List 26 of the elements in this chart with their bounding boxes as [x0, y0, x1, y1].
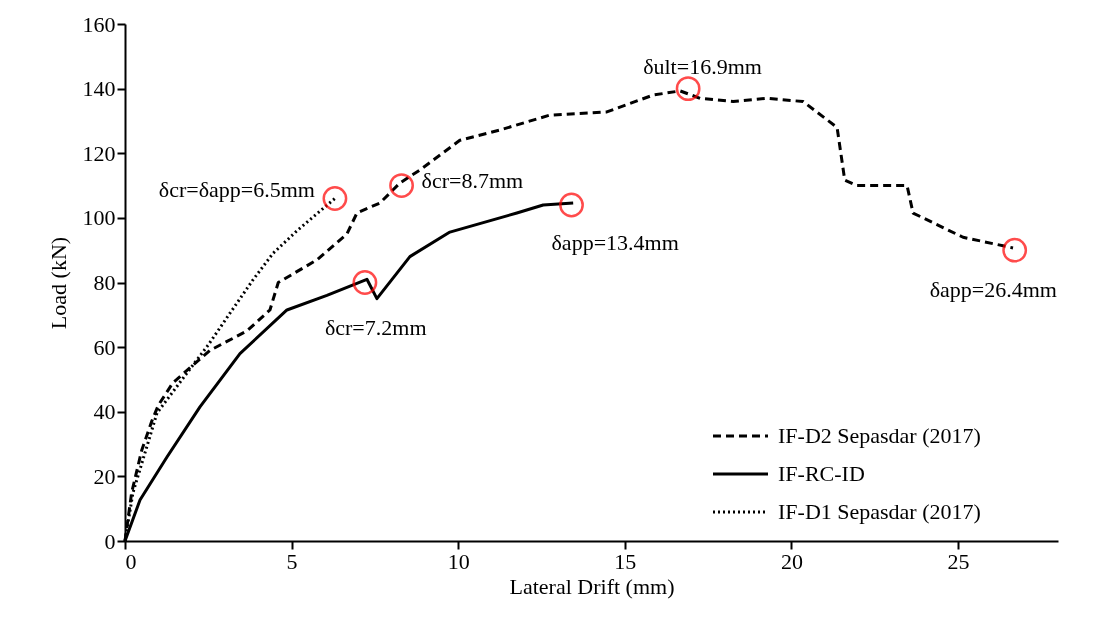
annotation: δapp=26.4mm — [929, 277, 1057, 303]
x-tick-label: 10 — [447, 548, 470, 574]
annotation: δapp=13.4mm — [551, 229, 679, 255]
x-tick-label: 15 — [614, 548, 637, 574]
y-tick-label: 100 — [82, 205, 116, 231]
annotation: δcr=δapp=6.5mm — [158, 177, 315, 203]
y-axis-title: Load (kN) — [45, 236, 71, 330]
y-tick-label: 0 — [104, 528, 116, 554]
x-tick-label: 0 — [125, 548, 137, 574]
y-tick-label: 140 — [82, 76, 116, 102]
x-tick-label: 5 — [286, 548, 298, 574]
annotation: δcr=8.7mm — [421, 167, 524, 193]
y-tick-label: 160 — [82, 11, 116, 37]
y-tick-label: 80 — [93, 270, 116, 295]
x-axis-title: Lateral Drift (mm) — [509, 573, 675, 599]
annotation: δcr=7.2mm — [324, 314, 427, 340]
annotation: δult=16.9mm — [643, 53, 762, 79]
y-tick-label: 60 — [93, 334, 116, 360]
legend-label: IF-D1 Sepasdar (2017) — [778, 499, 981, 524]
legend-label: IF-D2 Sepasdar (2017) — [778, 423, 981, 448]
legend-label: IF-RC-ID — [778, 461, 865, 486]
y-tick-label: 20 — [93, 463, 116, 489]
y-tick-label: 40 — [93, 399, 116, 425]
x-tick-label: 25 — [947, 548, 970, 574]
x-tick-label: 20 — [780, 548, 803, 574]
y-tick-label: 120 — [82, 140, 116, 166]
